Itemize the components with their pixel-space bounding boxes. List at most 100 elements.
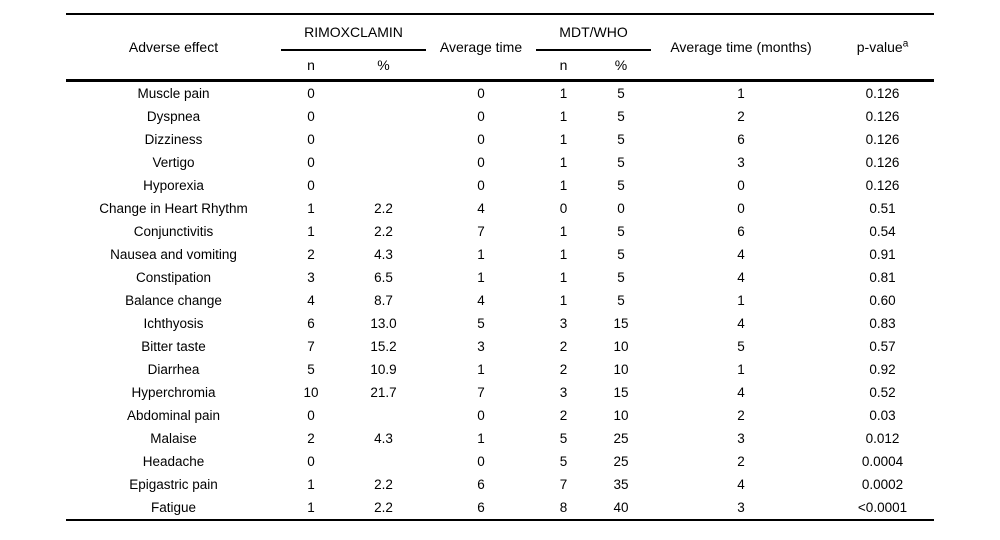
value-cell: 4	[477, 292, 485, 308]
value-cell: 1	[559, 269, 568, 285]
value-cell: 0.54	[869, 223, 896, 239]
value-cell: 0	[307, 154, 315, 170]
value-cell: 0.92	[869, 361, 896, 377]
value-cell: 2	[737, 453, 745, 469]
value-cell: 35	[613, 476, 629, 492]
table-body: Muscle pain 0 0 1 5 1 0.126 Dyspnea 0 0 1 5 2 0.126 Di…	[66, 81, 934, 521]
col-header-p-value: p-valuea	[831, 14, 934, 81]
value-cell: 4	[737, 476, 745, 492]
value-cell: 0	[307, 177, 315, 193]
value-cell: 3	[559, 384, 568, 400]
col-header-rimoxclamin: RIMOXCLAMIN	[281, 14, 427, 51]
value-cell: 0.126	[865, 108, 900, 124]
value-cell: 5	[617, 269, 625, 285]
value-cell: 0	[307, 85, 315, 101]
value-cell: 5	[307, 361, 315, 377]
value-cell: 7	[477, 223, 485, 239]
value-cell: 2.2	[374, 223, 393, 239]
value-cell: 2	[737, 407, 745, 423]
adverse-effect-cell: Hyperchromia	[131, 384, 216, 400]
value-cell: 5	[559, 430, 568, 446]
value-cell: 4	[737, 246, 745, 262]
value-cell: 0.0002	[861, 476, 904, 492]
value-cell: 15	[613, 384, 629, 400]
subcol-header-n-mdt-who: n	[559, 56, 568, 73]
value-cell: 4	[737, 384, 745, 400]
value-cell: 0.0004	[861, 453, 904, 469]
value-cell: 2	[307, 246, 315, 262]
value-cell: 6	[477, 476, 485, 492]
value-cell: 10	[613, 361, 629, 377]
value-cell: 1	[737, 292, 745, 308]
value-cell	[341, 404, 426, 427]
table-row: Nausea and vomiting 2 4.3 1 1 5 4 0.91	[66, 243, 934, 266]
value-cell: 0	[737, 200, 745, 216]
value-cell	[341, 128, 426, 151]
value-cell: 0.126	[865, 85, 900, 101]
value-cell: 15	[613, 315, 629, 331]
value-cell: 5	[617, 108, 625, 124]
value-cell: 3	[737, 499, 745, 515]
value-cell: 3	[559, 315, 568, 331]
table-row: Fatigue 1 2.2 6 8 40 3 <0.0001	[66, 496, 934, 520]
value-cell: 1	[559, 223, 568, 239]
value-cell: 0.57	[869, 338, 896, 354]
value-cell	[341, 105, 426, 128]
value-cell: 0.012	[865, 430, 900, 446]
table-row: Vertigo 0 0 1 5 3 0.126	[66, 151, 934, 174]
value-cell: 0.81	[869, 269, 896, 285]
value-cell: 0	[477, 108, 485, 124]
table-row: Bitter taste 7 15.2 3 2 10 5 0.57	[66, 335, 934, 358]
value-cell: 0.03	[869, 407, 896, 423]
value-cell: 0.83	[869, 315, 896, 331]
col-header-average-time-months: Average time (months)	[670, 38, 812, 55]
value-cell: 5	[617, 246, 625, 262]
value-cell	[341, 174, 426, 197]
value-cell: 40	[613, 499, 629, 515]
value-cell: 4	[477, 200, 485, 216]
value-cell: 0.126	[865, 154, 900, 170]
value-cell: 0	[477, 407, 485, 423]
value-cell: 1	[559, 292, 568, 308]
value-cell: 5	[477, 315, 485, 331]
value-cell: 1	[477, 361, 485, 377]
value-cell: 5	[617, 131, 625, 147]
table-header: Adverse effect RIMOXCLAMIN Average time …	[66, 14, 935, 81]
adverse-effect-cell: Abdominal pain	[126, 407, 221, 423]
table-row: Diarrhea 5 10.9 1 2 10 1 0.92	[66, 358, 934, 381]
value-cell: 2	[559, 338, 568, 354]
value-cell: 0.126	[865, 177, 900, 193]
value-cell: 2	[737, 108, 745, 124]
value-cell: 1	[477, 430, 485, 446]
col-header-average-time: Average time	[439, 38, 523, 55]
value-cell: 10	[613, 407, 629, 423]
value-cell: 2	[307, 430, 315, 446]
adverse-effect-cell: Diarrhea	[147, 361, 200, 377]
adverse-effect-cell: Fatigue	[150, 499, 197, 515]
value-cell: 2	[559, 407, 568, 423]
value-cell: 15.2	[370, 338, 397, 354]
value-cell: 0	[477, 131, 485, 147]
value-cell: 2.2	[374, 476, 393, 492]
value-cell: 0.126	[865, 131, 900, 147]
subcol-header-pct-mdt-who: %	[614, 56, 628, 73]
adverse-effect-cell: Bitter taste	[141, 338, 206, 354]
header-row-groups: Adverse effect RIMOXCLAMIN Average time …	[66, 14, 934, 55]
value-cell: 8	[559, 499, 568, 515]
value-cell: 4	[307, 292, 315, 308]
value-cell: 3	[477, 338, 485, 354]
p-value-label: p-value	[856, 38, 903, 55]
value-cell: 5	[617, 292, 625, 308]
adverse-effect-cell: Conjunctivitis	[133, 223, 214, 239]
subcol-header-n-rimoxclamin: n	[307, 56, 315, 73]
col-header-mdt-who: MDT/WHO	[536, 14, 652, 51]
adverse-effect-cell: Malaise	[150, 430, 197, 446]
value-cell	[341, 151, 426, 174]
table-row: Dizziness 0 0 1 5 6 0.126	[66, 128, 934, 151]
value-cell: 3	[307, 269, 315, 285]
value-cell: 2.2	[374, 499, 393, 515]
adverse-effect-cell: Change in Heart Rhythm	[99, 200, 248, 216]
value-cell: 10	[303, 384, 319, 400]
adverse-effect-cell: Headache	[142, 453, 205, 469]
value-cell: 7	[559, 476, 568, 492]
